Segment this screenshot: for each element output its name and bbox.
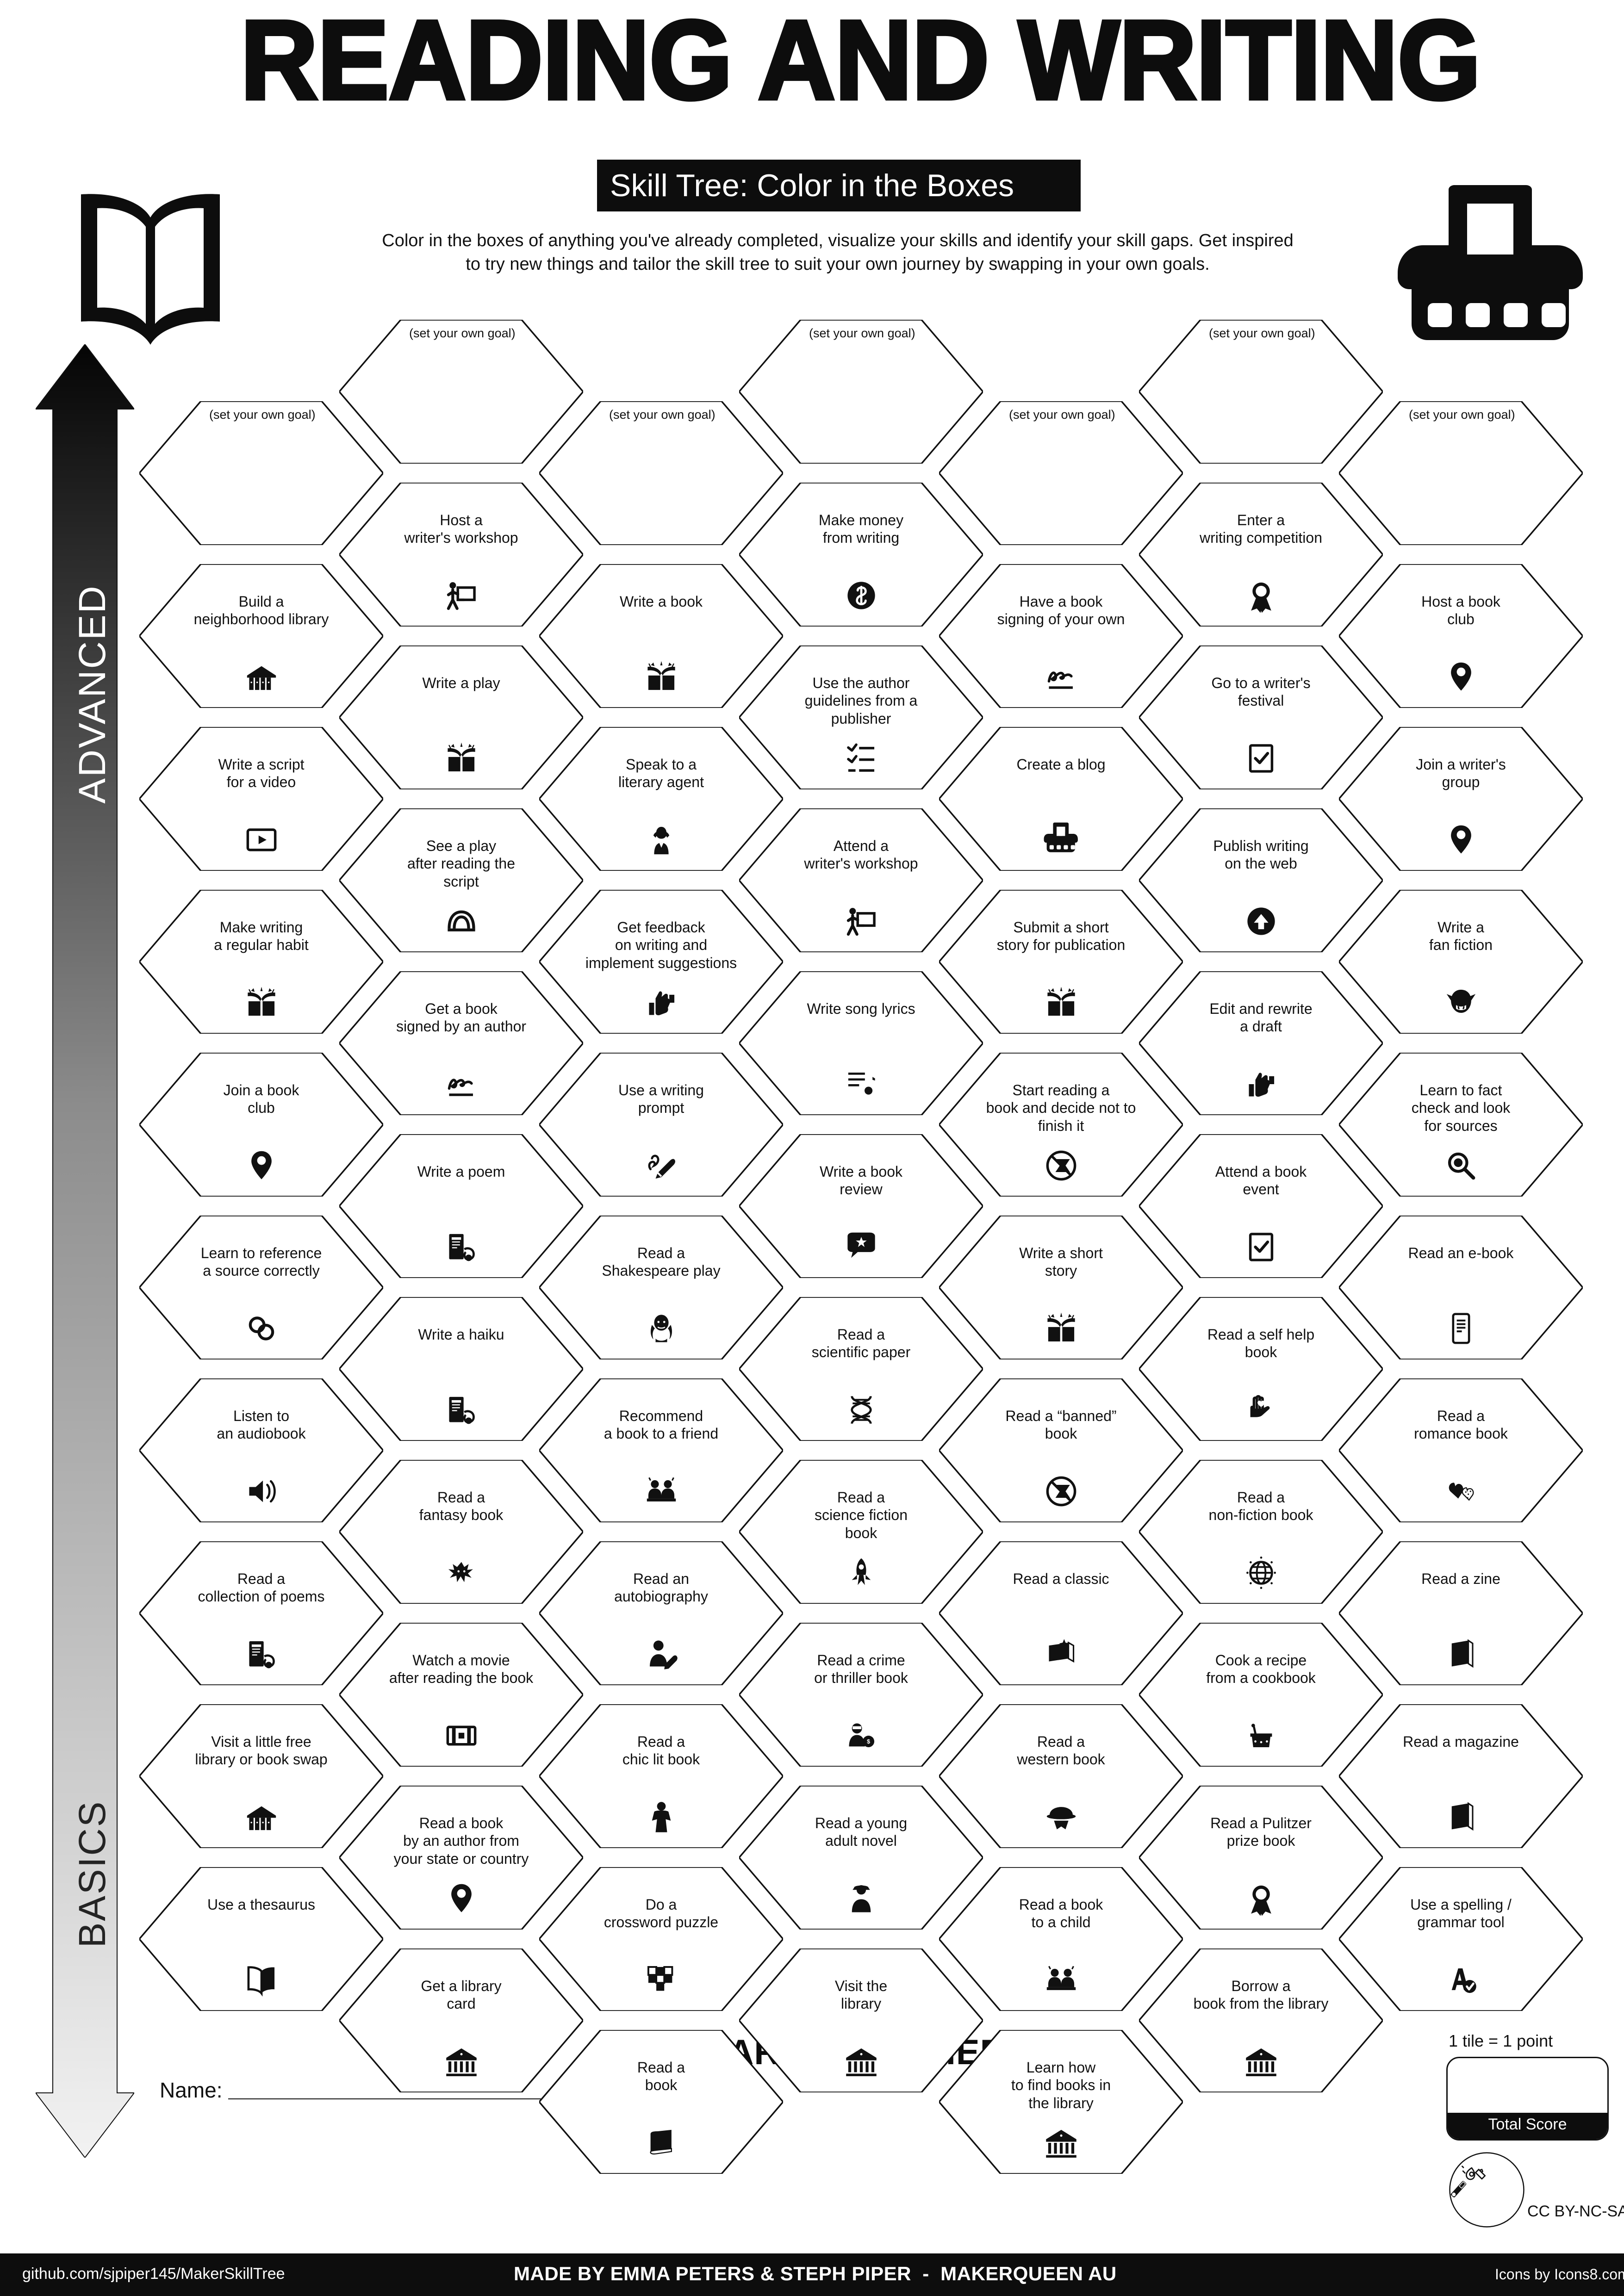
svg-text:$: $ bbox=[867, 1738, 870, 1745]
